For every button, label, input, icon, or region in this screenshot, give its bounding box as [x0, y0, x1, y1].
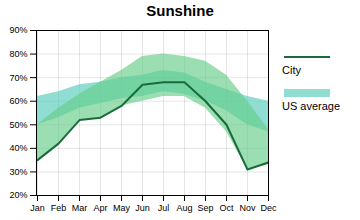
- svg-text:May: May: [113, 203, 131, 213]
- svg-text:50%: 50%: [9, 120, 27, 130]
- html-text:City: City: [282, 64, 301, 76]
- svg-text:Jun: Jun: [135, 203, 150, 213]
- svg-text:40%: 40%: [9, 143, 27, 153]
- svg-text:20%: 20%: [9, 190, 27, 200]
- svg-text:Jul: Jul: [158, 203, 170, 213]
- svg-text:Apr: Apr: [93, 203, 107, 213]
- svg-text:90%: 90%: [9, 25, 27, 35]
- svg-text:Nov: Nov: [239, 203, 256, 213]
- svg-text:Jan: Jan: [30, 203, 45, 213]
- svg-text:Sep: Sep: [197, 203, 213, 213]
- svg-text:Aug: Aug: [176, 203, 192, 213]
- html-text:Sunshine: Sunshine: [146, 2, 214, 19]
- svg-text:60%: 60%: [9, 96, 27, 106]
- svg-text:Oct: Oct: [219, 203, 234, 213]
- svg-text:Dec: Dec: [260, 203, 277, 213]
- svg-text:80%: 80%: [9, 49, 27, 59]
- svg-text:Mar: Mar: [72, 203, 88, 213]
- svg-text:Feb: Feb: [51, 203, 67, 213]
- svg-text:70%: 70%: [9, 73, 27, 83]
- html-text:US average: US average: [282, 100, 341, 112]
- svg-text:30%: 30%: [9, 167, 27, 177]
